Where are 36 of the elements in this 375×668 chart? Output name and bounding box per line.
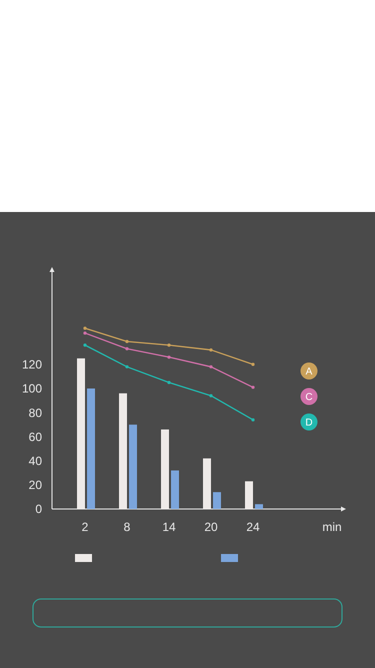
point bbox=[209, 348, 213, 352]
bar bbox=[213, 492, 221, 509]
text: A bbox=[306, 366, 313, 378]
y-tick-label: 100 bbox=[22, 382, 42, 396]
text: C bbox=[305, 392, 313, 403]
x-tick-label: 20 bbox=[204, 520, 218, 534]
text: D bbox=[305, 418, 313, 428]
point bbox=[83, 344, 87, 347]
x-tick-label: 8 bbox=[124, 520, 131, 534]
y-tick-label: 20 bbox=[28, 478, 42, 492]
y-tick-label: 0 bbox=[35, 502, 42, 516]
x-tick-label: 2 bbox=[82, 520, 89, 534]
y-tick-label: 120 bbox=[22, 358, 42, 372]
point bbox=[167, 380, 171, 384]
point bbox=[167, 356, 171, 359]
point bbox=[125, 347, 129, 350]
point bbox=[167, 344, 171, 347]
bar bbox=[87, 388, 95, 509]
bar bbox=[171, 470, 179, 509]
point bbox=[125, 365, 129, 368]
y-tick-label: 60 bbox=[28, 430, 42, 444]
point bbox=[209, 394, 213, 398]
point bbox=[83, 326, 87, 330]
x-axis-title: min bbox=[322, 520, 342, 534]
x-tick-label: 14 bbox=[162, 520, 176, 534]
bar bbox=[129, 424, 137, 509]
point bbox=[251, 418, 255, 422]
y-tick-label: 40 bbox=[28, 454, 42, 468]
point bbox=[251, 362, 255, 366]
point bbox=[209, 365, 213, 368]
y-tick-label: 80 bbox=[28, 406, 42, 420]
point bbox=[125, 340, 129, 344]
point bbox=[83, 331, 87, 335]
bar bbox=[255, 504, 263, 509]
x-tick-label: 24 bbox=[246, 520, 260, 534]
point bbox=[251, 386, 255, 389]
